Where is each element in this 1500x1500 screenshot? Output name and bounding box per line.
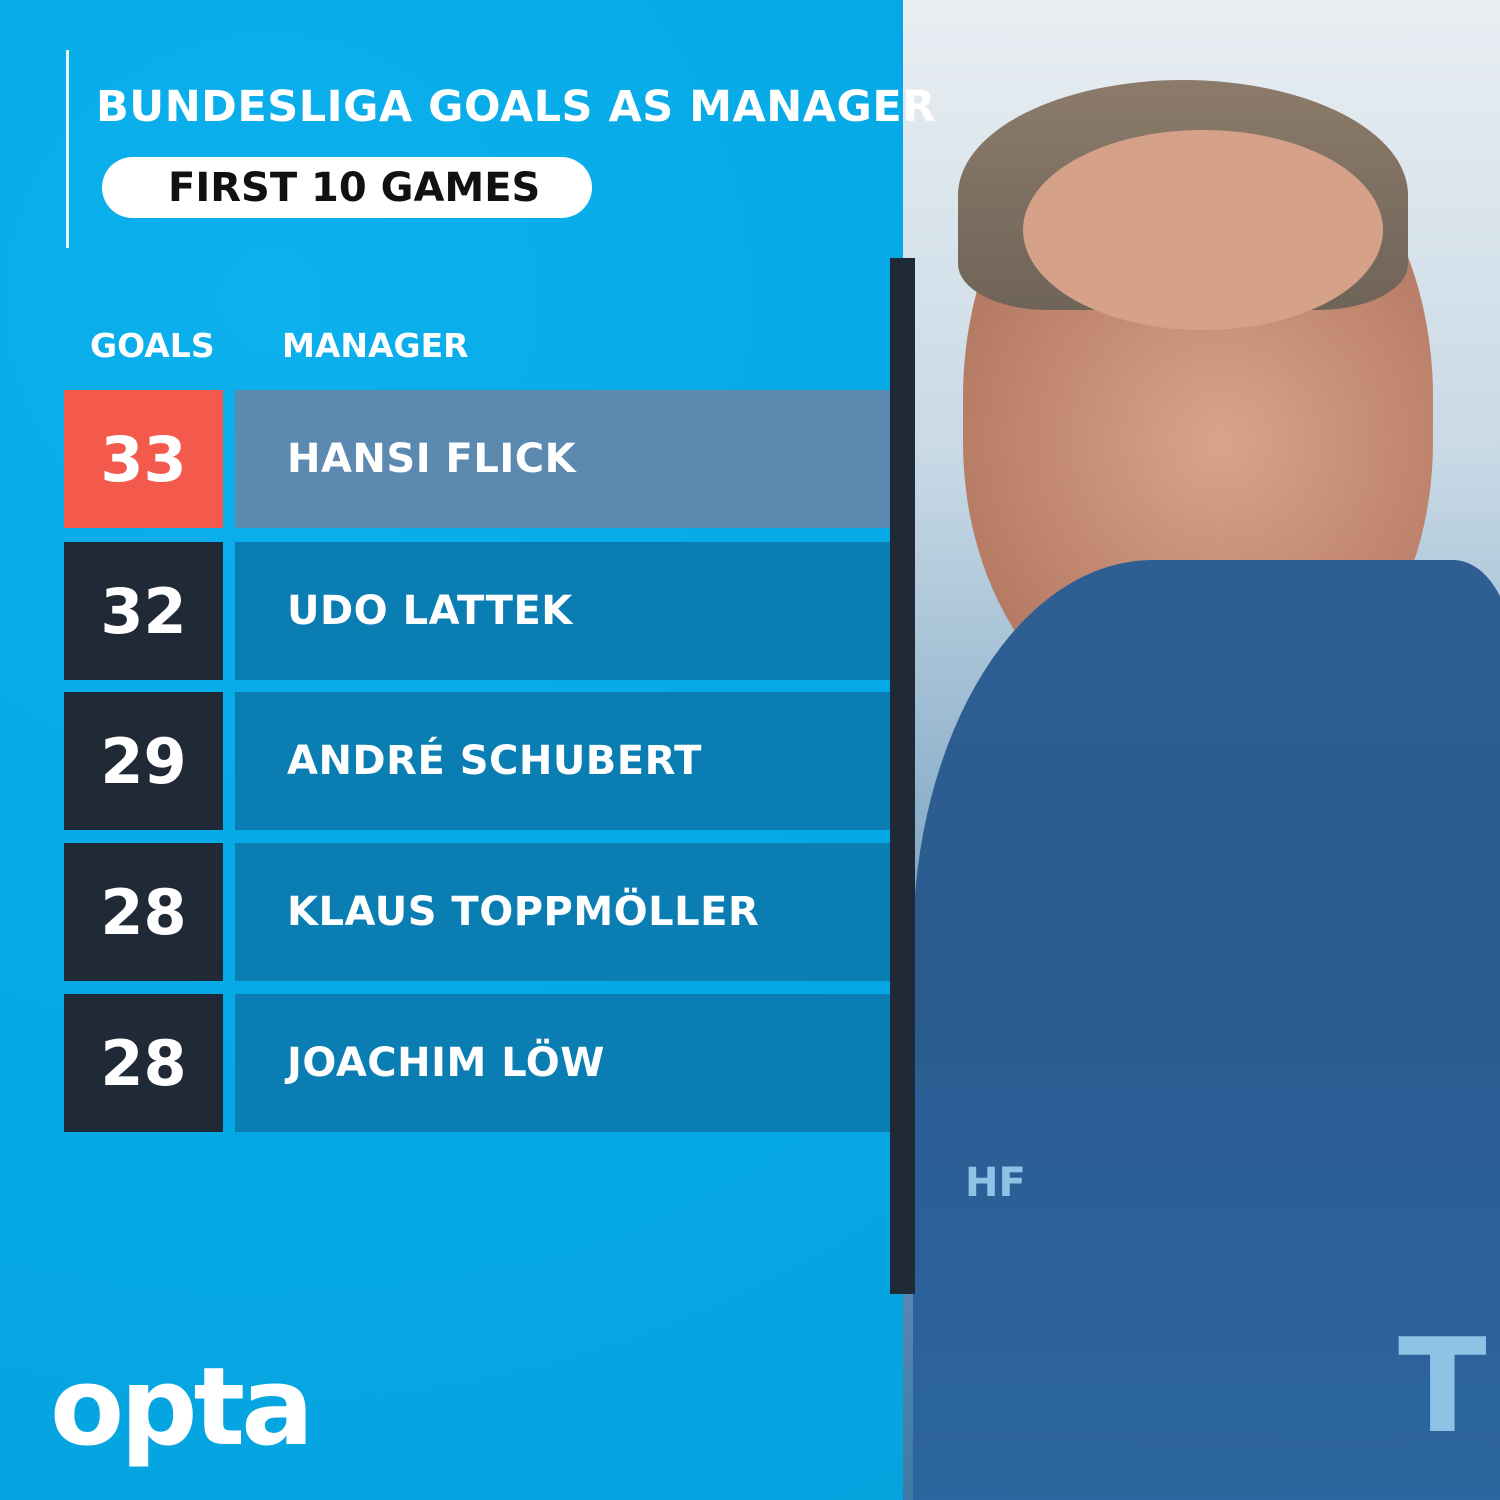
opta-logo: opta xyxy=(50,1345,314,1470)
goals-value: 33 xyxy=(64,390,223,528)
table-row: 29 ANDRÉ SCHUBERT xyxy=(64,692,890,830)
jacket-initials: HF xyxy=(965,1160,1026,1206)
manager-name: JOACHIM LÖW xyxy=(235,994,890,1132)
subtitle-pill: FIRST 10 GAMES xyxy=(102,157,592,218)
goals-value: 32 xyxy=(64,542,223,680)
table-row: 32 UDO LATTEK xyxy=(64,542,890,680)
manager-name: KLAUS TOPPMÖLLER xyxy=(235,843,890,981)
table-row: 28 JOACHIM LÖW xyxy=(64,994,890,1132)
manager-name: ANDRÉ SCHUBERT xyxy=(235,692,890,830)
chart-title: BUNDESLIGA GOALS AS MANAGER xyxy=(96,82,936,132)
photo-jacket xyxy=(913,560,1500,1500)
column-header-goals: GOALS xyxy=(90,326,215,365)
sponsor-logo: T xyxy=(1398,1310,1487,1462)
goals-value: 29 xyxy=(64,692,223,830)
table-row: 28 KLAUS TOPPMÖLLER xyxy=(64,843,890,981)
table-row: 33 HANSI FLICK xyxy=(64,390,890,528)
photo-divider-bar xyxy=(890,258,915,1294)
goals-value: 28 xyxy=(64,994,223,1132)
manager-name: UDO LATTEK xyxy=(235,542,890,680)
photo-forehead xyxy=(1023,130,1383,330)
goals-value: 28 xyxy=(64,843,223,981)
column-header-manager: MANAGER xyxy=(282,326,469,365)
manager-photo: HF T xyxy=(903,0,1500,1500)
manager-name: HANSI FLICK xyxy=(235,390,890,528)
title-divider xyxy=(66,50,69,248)
chart-subtitle: FIRST 10 GAMES xyxy=(168,165,541,211)
